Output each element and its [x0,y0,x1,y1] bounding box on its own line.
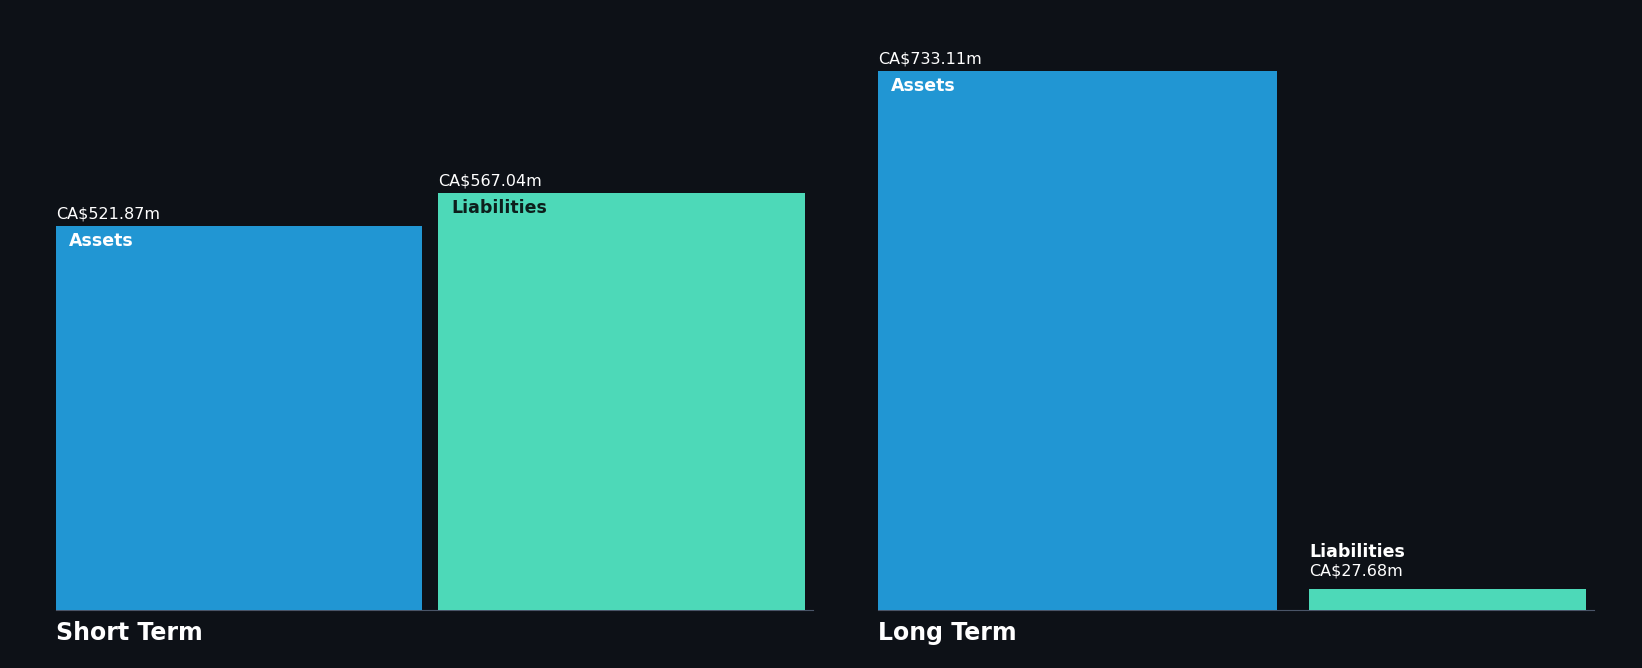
Text: CA$521.87m: CA$521.87m [56,206,159,222]
FancyBboxPatch shape [1309,589,1586,610]
Text: Liabilities: Liabilities [1309,543,1406,561]
FancyBboxPatch shape [56,226,422,610]
Text: Assets: Assets [892,77,956,95]
FancyBboxPatch shape [878,71,1277,610]
Text: Long Term: Long Term [878,621,1016,645]
Text: CA$567.04m: CA$567.04m [438,174,542,188]
Text: CA$27.68m: CA$27.68m [1309,564,1404,579]
Text: CA$733.11m: CA$733.11m [878,51,982,66]
Text: Short Term: Short Term [56,621,202,645]
Text: Liabilities: Liabilities [452,199,547,216]
Text: Assets: Assets [69,232,133,250]
FancyBboxPatch shape [438,193,805,610]
